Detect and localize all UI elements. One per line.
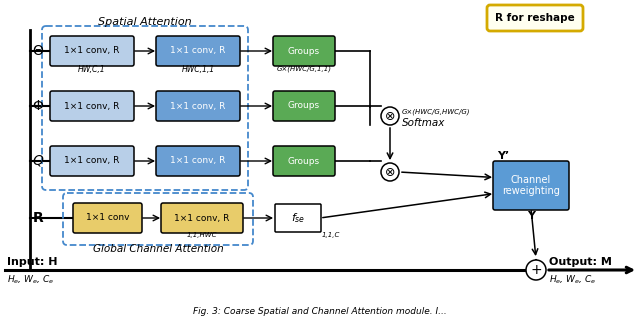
Text: $H_e$, $W_e$, $C_e$: $H_e$, $W_e$, $C_e$: [7, 273, 54, 285]
Text: $H_e$, $W_e$, $C_e$: $H_e$, $W_e$, $C_e$: [549, 273, 596, 285]
Text: Global Channel Attention: Global Channel Attention: [93, 244, 223, 254]
FancyBboxPatch shape: [161, 203, 243, 233]
Text: G×(HWC/G,1,1): G×(HWC/G,1,1): [276, 65, 332, 72]
Text: Spatial Attention: Spatial Attention: [98, 17, 192, 27]
FancyBboxPatch shape: [487, 5, 583, 31]
Text: Groups: Groups: [288, 101, 320, 111]
FancyBboxPatch shape: [273, 36, 335, 66]
Circle shape: [526, 260, 546, 280]
Text: G×(HWC/G,HWC/G): G×(HWC/G,HWC/G): [402, 109, 470, 115]
FancyBboxPatch shape: [273, 146, 335, 176]
Text: 1×1 conv: 1×1 conv: [86, 214, 129, 222]
Text: 1,1,HWC: 1,1,HWC: [187, 232, 217, 238]
Text: $f_{se}$: $f_{se}$: [291, 211, 305, 225]
Text: Input: H: Input: H: [7, 257, 58, 267]
Circle shape: [381, 107, 399, 125]
Text: +: +: [530, 263, 542, 277]
FancyBboxPatch shape: [493, 161, 569, 210]
Text: Y: Y: [527, 211, 535, 221]
Text: Θ: Θ: [33, 44, 44, 58]
FancyBboxPatch shape: [156, 91, 240, 121]
Text: Output: M: Output: M: [549, 257, 612, 267]
FancyBboxPatch shape: [156, 146, 240, 176]
Text: Groups: Groups: [288, 47, 320, 55]
Text: 1×1 conv, R: 1×1 conv, R: [170, 47, 226, 55]
FancyBboxPatch shape: [73, 203, 142, 233]
Text: 1×1 conv, R: 1×1 conv, R: [64, 101, 120, 111]
Text: R: R: [33, 211, 44, 225]
FancyBboxPatch shape: [50, 91, 134, 121]
Text: ⊗: ⊗: [385, 166, 396, 178]
Text: Φ: Φ: [33, 99, 44, 113]
Text: 1,1,C: 1,1,C: [322, 232, 340, 238]
Text: Softmax: Softmax: [402, 118, 445, 128]
Text: R for reshape: R for reshape: [495, 13, 575, 23]
FancyBboxPatch shape: [156, 36, 240, 66]
FancyBboxPatch shape: [50, 146, 134, 176]
Text: Fig. 3: Coarse Spatial and Channel Attention module. I...: Fig. 3: Coarse Spatial and Channel Atten…: [193, 307, 447, 316]
Text: HW,C,1: HW,C,1: [78, 65, 106, 74]
FancyBboxPatch shape: [275, 204, 321, 232]
Text: 1×1 conv, R: 1×1 conv, R: [174, 214, 230, 222]
Text: HWC,1,1: HWC,1,1: [181, 65, 214, 74]
FancyBboxPatch shape: [50, 36, 134, 66]
Text: Y’: Y’: [497, 151, 509, 161]
Text: 1×1 conv, R: 1×1 conv, R: [170, 156, 226, 166]
Text: Channel
reweighting: Channel reweighting: [502, 175, 560, 196]
Text: 1×1 conv, R: 1×1 conv, R: [170, 101, 226, 111]
Text: Groups: Groups: [288, 156, 320, 166]
Text: ⊗: ⊗: [385, 110, 396, 122]
Circle shape: [381, 163, 399, 181]
Text: Q: Q: [33, 154, 44, 168]
Text: 1×1 conv, R: 1×1 conv, R: [64, 47, 120, 55]
FancyBboxPatch shape: [273, 91, 335, 121]
Text: 1×1 conv, R: 1×1 conv, R: [64, 156, 120, 166]
